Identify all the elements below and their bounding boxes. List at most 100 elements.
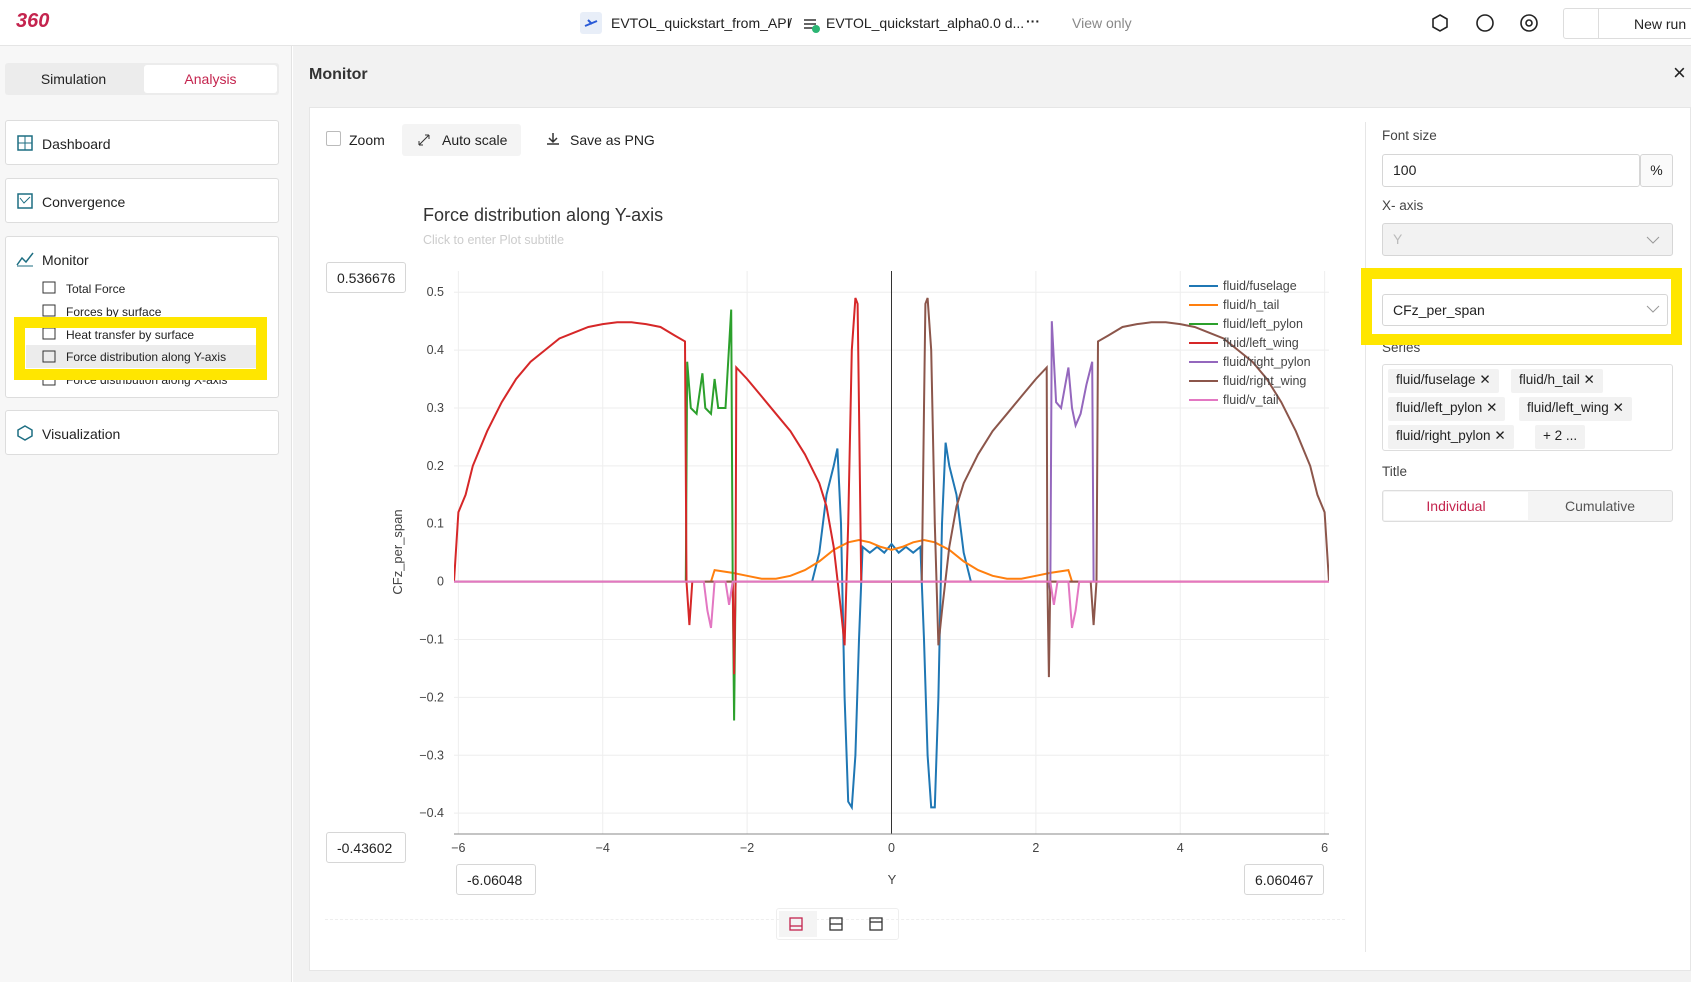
x-tick-label: 4 (1177, 841, 1184, 855)
x-tick-label: 6 (1321, 841, 1328, 855)
x-tick-label: 2 (1032, 841, 1039, 855)
x-max-input[interactable]: 6.060467 (1244, 864, 1324, 895)
chip[interactable]: fluid/h_tail ✕ (1511, 369, 1603, 393)
chart-subtitle[interactable]: Click to enter Plot subtitle (423, 233, 565, 247)
legend-label: fluid/v_tail (1223, 393, 1279, 407)
y-axis-label: CFz_per_span (390, 509, 405, 594)
auto-scale-label[interactable]: Auto scale (442, 132, 508, 148)
chip-label: fluid/left_wing (1527, 400, 1609, 415)
legend-label: fluid/h_tail (1223, 298, 1279, 312)
chip-label: fluid/h_tail (1519, 372, 1580, 387)
x-tick-label: 0 (888, 841, 895, 855)
close-button[interactable]: × (1673, 60, 1686, 85)
chip-label: fluid/fuselage (1396, 372, 1476, 387)
nav-label[interactable]: Dashboard (42, 136, 111, 152)
x-axis-label: X- axis (1382, 198, 1424, 213)
legend-label: fluid/right_pylon (1223, 355, 1311, 369)
y-tick-label: −0.3 (419, 748, 444, 762)
nav-item[interactable]: Visualization (5, 410, 279, 455)
toggle-active[interactable]: Individual (1384, 492, 1528, 520)
tab[interactable]: Simulation (40, 71, 107, 87)
new-run-button[interactable]: New run (1563, 8, 1691, 39)
legend-label: fluid/fuselage (1223, 279, 1297, 293)
layout-switch[interactable] (776, 908, 899, 940)
y-tick-label: 0 (437, 575, 444, 589)
x-min-input[interactable]: -6.06048 (456, 864, 536, 895)
series-line (811, 442, 972, 811)
x-axis-select[interactable]: Y (1382, 223, 1673, 256)
project-icon (580, 12, 602, 34)
view-mode: View only (1072, 15, 1132, 31)
y-tick-label: 0.2 (427, 459, 444, 473)
x-tick-label: −6 (451, 841, 465, 855)
sub-item[interactable]: Forces by surface (66, 305, 162, 319)
y-tick-label: −0.1 (419, 633, 444, 647)
logo[interactable]: 360 (16, 10, 50, 32)
breadcrumb-case[interactable]: EVTOL_quickstart_alpha0.0 d... (826, 15, 1025, 31)
chip-label: fluid/right_pylon (1396, 428, 1491, 443)
auto-scale-button[interactable]: Auto scale (402, 124, 521, 156)
nav-label[interactable]: Convergence (42, 194, 126, 210)
series-select[interactable]: fluid/fuselage ✕ fluid/h_tail ✕ fluid/le… (1382, 364, 1673, 451)
series-line (454, 580, 1329, 629)
panel-title: Monitor (309, 66, 368, 83)
y-tick-label: 0.1 (427, 517, 444, 531)
font-size-input[interactable]: 100 (1382, 154, 1640, 187)
chart-title[interactable]: Force distribution along Y-axis (423, 205, 664, 225)
chevrons (1646, 236, 1660, 313)
save-png[interactable]: Save as PNG (570, 132, 655, 148)
y-tick-label: −0.4 (419, 806, 444, 820)
title-toggle[interactable]: Individual Cumulative (1382, 490, 1673, 522)
sub-item[interactable]: Heat transfer by surface (66, 328, 195, 342)
chip[interactable]: fluid/fuselage ✕ (1388, 369, 1499, 393)
tab-bar: Simulation Analysis (5, 63, 279, 95)
sub-item-active[interactable]: Force distribution along Y-axis (66, 350, 227, 364)
zoom-checkbox[interactable] (326, 131, 341, 146)
legend-label: fluid/left_pylon (1223, 317, 1303, 331)
y-tick-label: 0.4 (427, 343, 444, 357)
x-tick-label: −2 (740, 841, 754, 855)
y-max-input[interactable]: 0.536676 (326, 262, 406, 293)
monitor-panel: Monitor × (293, 46, 1691, 982)
toggle-option[interactable]: Cumulative (1564, 498, 1636, 514)
legend-label: fluid/left_wing (1223, 336, 1299, 350)
series-line (1047, 321, 1095, 594)
download-icon (547, 133, 559, 145)
chip[interactable]: fluid/left_pylon ✕ (1388, 397, 1506, 421)
legend-label: fluid/right_wing (1223, 374, 1306, 388)
x-axis-label: Y (888, 872, 897, 887)
nav-label[interactable]: Monitor (42, 252, 89, 268)
header-icons[interactable] (1430, 13, 1560, 33)
y-select[interactable]: CFz_per_span (1382, 294, 1668, 326)
breadcrumb-separator: / (788, 15, 792, 31)
nav-item[interactable]: Convergence (5, 178, 279, 223)
sidebar: Simulation Analysis Dashboard Convergenc… (0, 46, 292, 982)
title-label: Title (1382, 464, 1408, 479)
tab-active[interactable]: Analysis (144, 65, 277, 93)
y-min-input[interactable]: -0.43602 (326, 832, 406, 863)
new-run-label[interactable]: New run (1634, 16, 1687, 32)
highlight (1361, 268, 1682, 345)
y-tick-label: 0.5 (427, 285, 444, 299)
y-tick-label: 0.3 (427, 401, 444, 415)
highlight (14, 317, 267, 380)
chip[interactable]: fluid/left_wing ✕ (1519, 397, 1632, 421)
zoom-label[interactable]: Zoom (349, 132, 385, 148)
y-tick-label: −0.2 (419, 690, 444, 704)
more-button[interactable]: ··· (1026, 13, 1040, 29)
series-line (710, 538, 1073, 582)
nav-label[interactable]: Visualization (42, 426, 121, 442)
breadcrumb-project[interactable]: EVTOL_quickstart_from_API (611, 15, 791, 31)
chip-label: fluid/left_pylon (1396, 400, 1483, 415)
series-line (684, 309, 737, 721)
unit: % (1640, 154, 1673, 187)
header: 360 EVTOL_quickstart_from_API / EVTOL_qu… (0, 0, 1691, 46)
chip[interactable]: fluid/right_pylon ✕ (1388, 425, 1514, 449)
nav-item[interactable]: Dashboard (5, 120, 279, 165)
chip-more[interactable]: + 2 ... (1535, 425, 1586, 449)
plot-lines (454, 297, 1329, 811)
sub-item[interactable]: Total Force (66, 282, 126, 296)
x-tick-label: −4 (596, 841, 610, 855)
